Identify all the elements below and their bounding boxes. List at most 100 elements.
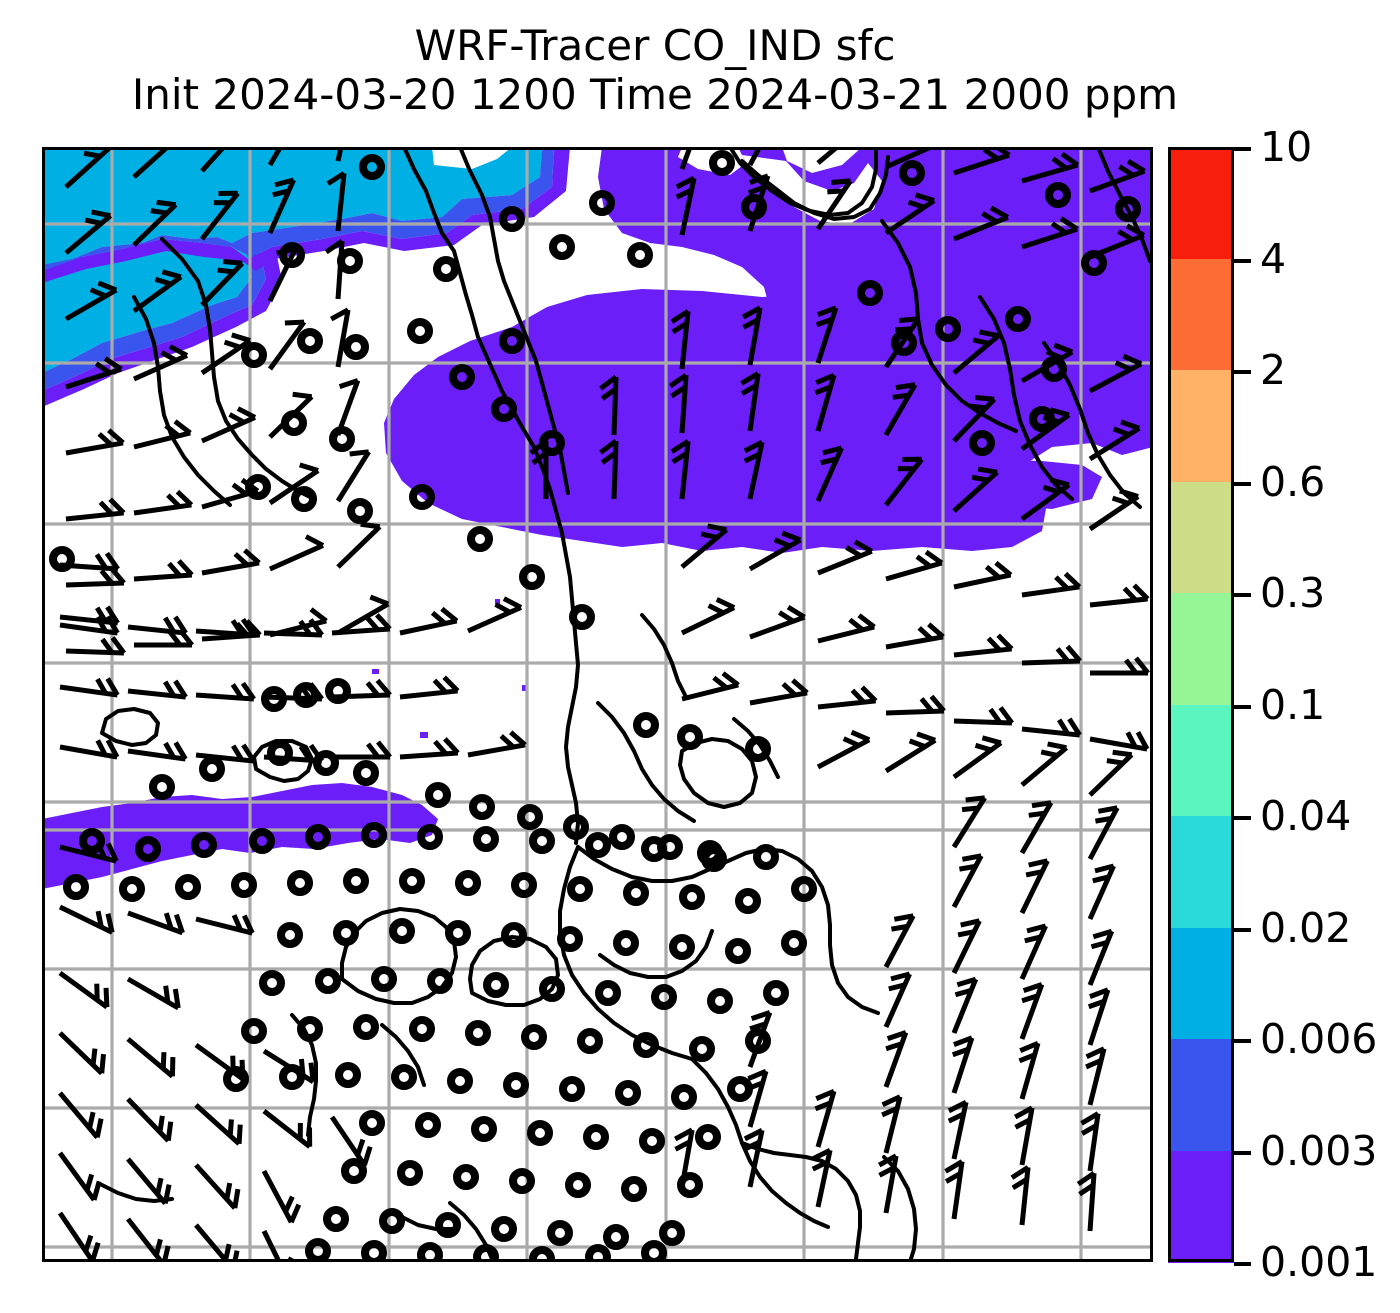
calm-circle [417, 824, 443, 850]
calm-circle [473, 1244, 499, 1262]
calm-circle [519, 564, 545, 590]
border-sw-5 [400, 1215, 456, 1231]
calm-circle [315, 968, 341, 994]
title-line-1: WRF-Tracer CO_IND sfc [414, 21, 896, 70]
calm-circle [641, 1240, 667, 1262]
border-nw-inland-2 [132, 295, 232, 507]
colorbar[interactable] [1168, 147, 1234, 1263]
calm-circle [119, 876, 145, 902]
calm-circle [49, 546, 75, 572]
calm-circle [491, 396, 517, 422]
barb-group-ne [529, 147, 1146, 532]
calm-circle [135, 836, 161, 862]
calm-circle [453, 1164, 479, 1190]
border-mid-3 [732, 717, 780, 779]
border-mid-2 [640, 613, 688, 699]
calm-circle [633, 712, 659, 738]
calm-circle [659, 1220, 685, 1246]
calm-circle [557, 926, 583, 952]
colorbar-tick-label: 0.6 [1260, 457, 1326, 506]
calm-circle [333, 920, 359, 946]
calm-circle [633, 1032, 659, 1058]
lat-lon-gridlines [42, 147, 1153, 1262]
calm-circle [427, 968, 453, 994]
calm-circle [1029, 406, 1055, 432]
colorbar-tick-label: 10 [1260, 123, 1313, 171]
calm-circle [359, 154, 385, 180]
calm-circle [323, 1206, 349, 1232]
calm-circle [539, 976, 565, 1002]
colorbar-tick-label: 0.3 [1260, 569, 1326, 617]
border-mid-1 [596, 701, 696, 823]
calm-circle-group [49, 150, 1141, 1262]
contour-band-violet-sw [42, 783, 438, 889]
colorbar-tick-label: 0.006 [1260, 1015, 1378, 1063]
contour-void-ne [742, 155, 882, 225]
colorbar-band-10 [1168, 1150, 1234, 1263]
contour-band-blue-2 [42, 253, 266, 391]
calm-circle [343, 868, 369, 894]
colorbar-band-3 [1168, 370, 1234, 483]
calm-circle [527, 1120, 553, 1146]
calm-circle [353, 760, 379, 786]
barb-group-central [59, 523, 1150, 797]
coastline-mid-bay [678, 737, 758, 809]
calm-circle [343, 334, 369, 360]
calm-circle [175, 874, 201, 900]
calm-circle [149, 774, 175, 800]
calm-circle [223, 1066, 249, 1092]
border-ne-1 [880, 219, 1018, 433]
calm-circle [435, 1212, 461, 1238]
border-nw-inland [160, 237, 316, 501]
calm-circle [1081, 250, 1107, 276]
calm-circle [1041, 356, 1067, 382]
calm-circle [447, 1068, 473, 1094]
calm-circle [549, 234, 575, 260]
calm-circle [697, 840, 723, 866]
border-ne-2 [978, 295, 1074, 501]
calm-circle [509, 1168, 535, 1194]
colorbar-tick-label: 0.02 [1260, 903, 1352, 952]
coastline-island-se [882, 1155, 918, 1262]
colorbar-tick-label: 0.001 [1260, 1238, 1378, 1286]
contour-speck-4 [420, 732, 428, 738]
coastline-east-africa-2 [740, 1141, 862, 1261]
calm-circle [623, 880, 649, 906]
colorbar-tick-label: 0.003 [1260, 1126, 1378, 1175]
title-line-2: Init 2024-03-20 1200 Time 2024-03-21 200… [131, 69, 1179, 119]
calm-circle [249, 828, 275, 854]
calm-circle [639, 1128, 665, 1154]
calm-circle [627, 242, 653, 268]
calm-circle [241, 1018, 267, 1044]
calm-circle [199, 756, 225, 782]
border-ne-4 [1096, 147, 1152, 263]
colorbar-band-5 [1168, 593, 1234, 706]
colorbar-tick-label: 0.04 [1260, 792, 1352, 840]
coastline-ne-gulf [740, 155, 890, 221]
colorbar-tick-mark [1234, 816, 1251, 820]
colorbar-tick-label: 2 [1260, 346, 1287, 394]
colorbar-band-9 [1168, 1039, 1234, 1152]
calm-circle [293, 682, 319, 708]
colorbar-tick-mark [1234, 1262, 1251, 1266]
calm-circle [511, 872, 537, 898]
calm-circle [891, 330, 917, 356]
calm-circle [433, 256, 459, 282]
calm-circle [651, 984, 677, 1010]
colorbar-tick-mark [1234, 1150, 1251, 1155]
calm-circle [325, 678, 351, 704]
calm-circle [305, 824, 331, 850]
coastline-ne-gulf-inner [728, 147, 878, 217]
calm-circle [707, 988, 733, 1014]
calm-circle [231, 872, 257, 898]
calm-circle [415, 1112, 441, 1138]
calm-circle [547, 1220, 573, 1246]
calm-circle [781, 930, 807, 956]
barb-group-se [674, 795, 1120, 1232]
calm-circle [559, 1076, 585, 1102]
calm-circle [389, 918, 415, 944]
map-plot-area[interactable] [42, 147, 1153, 1262]
colorbar-tick-mark [1234, 704, 1251, 709]
calm-circle [565, 1172, 591, 1198]
calm-circle [741, 194, 767, 220]
